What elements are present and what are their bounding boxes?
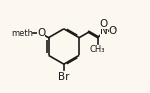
Text: ⁻: ⁻ — [113, 25, 117, 35]
Text: O: O — [109, 26, 117, 36]
Text: CH₃: CH₃ — [90, 45, 105, 54]
Text: +: + — [103, 27, 108, 32]
Text: O: O — [100, 19, 108, 29]
Text: N: N — [100, 26, 108, 36]
Text: O: O — [37, 28, 45, 39]
Text: meth: meth — [11, 29, 33, 38]
Text: Br: Br — [58, 72, 70, 82]
